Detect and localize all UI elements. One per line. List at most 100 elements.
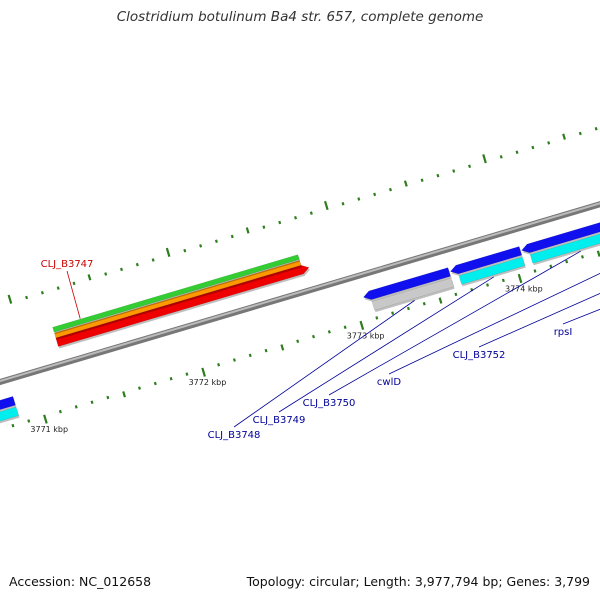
genome-backbone [0,201,600,386]
tick-mark [359,320,365,331]
tick-mark [515,150,519,154]
tick-label: 3773 kbp [347,331,385,340]
tick-mark [596,250,600,257]
tick-mark [40,291,44,295]
tick-mark [56,286,60,290]
tick-mark [312,334,315,339]
tick-mark [264,348,268,353]
tick-mark [517,273,523,284]
backbone-highlight [0,202,600,383]
gene-label: CLJ_B3752 [453,350,506,361]
tick-mark [454,292,458,297]
tick-mark [533,269,537,273]
tick-mark [11,423,15,428]
gene-feature[interactable] [362,267,451,300]
gene-label-leader [328,250,581,396]
tick-mark [341,201,345,206]
tick-mark [104,272,108,276]
gene-label-leader [478,293,600,348]
tick-mark [594,127,598,131]
tick-mark [245,227,250,234]
tick-mark [87,274,92,281]
tick-mark [373,192,377,197]
tick-mark [165,247,171,258]
tick-mark [422,302,426,306]
tick-mark [486,283,490,287]
tick-mark [153,381,157,386]
gene-label-leader [562,308,600,325]
genome-stats-text: Topology: circular; Length: 3,977,794 bp… [246,574,590,589]
tick-mark [452,169,456,173]
tick-mark [217,362,221,367]
gene-feature[interactable] [371,277,454,311]
gene-feature[interactable] [529,227,600,264]
tick-mark [499,155,503,159]
gene-label: CLJ_B3748 [208,430,261,441]
backbone-line [0,201,600,386]
gene-feature[interactable] [0,396,16,430]
tick-mark [501,278,505,283]
tick-mark [185,372,189,376]
tick-mark [357,197,361,201]
gene-feature[interactable] [54,260,302,339]
tick-mark [232,358,236,362]
gene-feature[interactable] [521,216,600,254]
gene-label: CLJ_B3750 [303,398,356,409]
tick-mark [406,306,410,311]
gene-feature[interactable] [449,246,523,275]
tick-mark [27,419,31,423]
gene-feature[interactable] [55,264,310,347]
tick-mark [327,330,331,334]
tick-mark [296,339,300,344]
tick-mark [183,248,187,253]
tick-mark [201,367,206,377]
tick-mark [547,141,551,145]
gene-label: rpsI [554,327,573,338]
gene-feature[interactable] [52,254,300,333]
tick-mark [309,211,313,215]
tick-mark [230,234,234,239]
tick-mark [25,295,29,300]
gene-feature[interactable] [458,256,526,285]
tick-mark [388,187,392,192]
tick-mark [43,414,48,424]
tick-mark [420,178,424,183]
tick-mark [482,154,487,164]
tick-mark [278,220,282,225]
tick-mark [58,409,62,414]
tick-mark [562,133,566,140]
tick-mark [138,386,141,390]
tick-mark [343,325,347,329]
tick-mark [549,264,553,269]
gene-label-leader [66,270,81,319]
tick-mark [531,145,535,150]
gene-label: cwlD [377,377,401,388]
tick-mark [468,164,472,169]
gene-feature[interactable] [0,406,19,441]
gene-labels: CLJ_B3747 CLJ_B3748 CLJ_B3749 CLJ_B3750 cwlD… [41,250,600,441]
tick-mark [580,255,584,259]
gene-label: CLJ_B3747 [41,259,94,270]
tick-mark [74,405,78,409]
tick-mark [214,239,218,243]
tick-mark [578,131,582,136]
gene-label-leader [278,276,494,413]
gene-label-leader [233,300,415,428]
tick-mark [294,216,298,220]
tick-mark [262,225,266,229]
tick-mark [72,281,76,286]
tick-label: 3772 kbp [189,378,227,387]
gene-features [0,216,600,441]
tick-label: 3774 kbp [505,284,543,293]
gene-label-leader [388,272,600,375]
tick-mark [280,344,285,351]
tick-mark [169,377,173,381]
tick-mark [120,267,123,272]
accession-text: Accession: NC_012658 [9,574,152,589]
tick-mark [135,262,139,267]
tick-mark [323,200,329,211]
tick-mark [436,173,440,178]
map-title: Clostridium botulinum Ba4 str. 657, comp… [116,9,484,25]
